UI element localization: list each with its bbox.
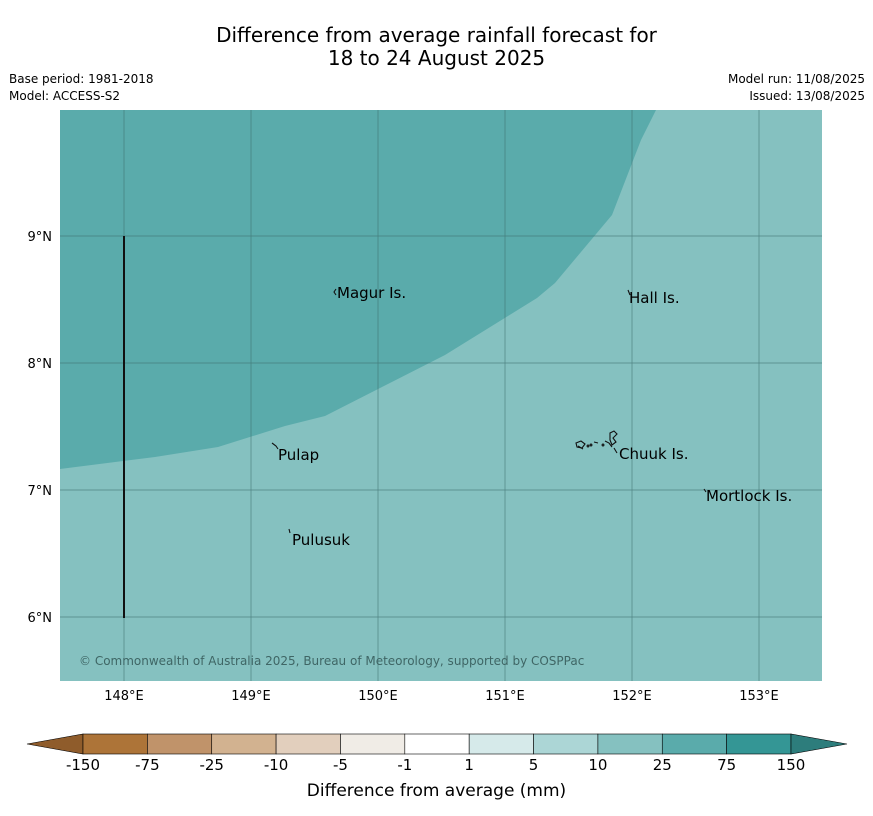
issued-text: Issued: 13/08/2025 bbox=[749, 89, 865, 103]
colorbar-swatch bbox=[404, 733, 470, 755]
colorbar-swatch bbox=[726, 733, 792, 755]
colorbar-swatch bbox=[147, 733, 213, 755]
place-label-magur: Magur Is. bbox=[337, 284, 406, 302]
model-text: Model: ACCESS-S2 bbox=[9, 89, 121, 103]
title-line-2: 18 to 24 August 2025 bbox=[327, 46, 546, 70]
chuuk-lagoon-shape bbox=[575, 430, 618, 454]
place-label-pulusuk: Pulusuk bbox=[292, 531, 350, 549]
pulusuk-island-shape bbox=[288, 528, 291, 534]
mortlock-island-shape bbox=[703, 488, 707, 493]
colorbar-swatch bbox=[468, 733, 534, 755]
copyright-credit: © Commonwealth of Australia 2025, Bureau… bbox=[79, 654, 584, 668]
lon-label-149: 149°E bbox=[231, 689, 271, 704]
lat-labels: 9°N 8°N 7°N 6°N bbox=[28, 230, 53, 626]
graticule bbox=[60, 110, 822, 681]
lat-label-7: 7°N bbox=[28, 484, 53, 499]
colorbar-swatch bbox=[275, 733, 341, 755]
title-line-1: Difference from average rainfall forecas… bbox=[216, 23, 657, 47]
place-label-hall: Hall Is. bbox=[629, 289, 680, 307]
lon-label-150: 150°E bbox=[358, 689, 398, 704]
colorbar-tick-label: 10 bbox=[588, 756, 608, 774]
colorbar-tick-label: -5 bbox=[332, 756, 348, 774]
colorbar-swatch bbox=[82, 733, 148, 755]
place-label-chuuk: Chuuk Is. bbox=[619, 445, 688, 463]
colorbar-over-arrow bbox=[790, 733, 848, 755]
colorbar-tick-label: -10 bbox=[263, 756, 289, 774]
colorbar-tick-label: -150 bbox=[65, 756, 101, 774]
colorbar-tick-label: 1 bbox=[464, 756, 474, 774]
magur-island-shape bbox=[333, 288, 337, 296]
colorbar-tick-label: 5 bbox=[528, 756, 539, 774]
lat-label-9: 9°N bbox=[28, 230, 53, 245]
colorbar-under-arrow bbox=[26, 733, 84, 755]
base-period-text: Base period: 1981-2018 bbox=[9, 72, 154, 86]
lon-label-151: 151°E bbox=[485, 689, 525, 704]
map-zone-25-75 bbox=[60, 110, 656, 469]
island-outlines bbox=[271, 288, 707, 534]
lat-label-6: 6°N bbox=[28, 611, 53, 626]
place-label-pulap: Pulap bbox=[278, 446, 319, 464]
colorbar-tick-label: 25 bbox=[652, 756, 672, 774]
colorbar-tick-label: -75 bbox=[135, 756, 160, 774]
lon-label-153: 153°E bbox=[739, 689, 779, 704]
colorbar-boxes bbox=[26, 733, 848, 755]
lon-label-148: 148°E bbox=[104, 689, 144, 704]
place-labels: Magur Is. Hall Is. Pulap Chuuk Is. Mortl… bbox=[278, 284, 792, 549]
colorbar-swatch bbox=[533, 733, 599, 755]
colorbar-tick-label: 150 bbox=[776, 756, 806, 774]
colorbar-swatch bbox=[661, 733, 727, 755]
pulap-island-shape bbox=[271, 442, 279, 450]
colorbar-tick-label: -1 bbox=[397, 756, 413, 774]
colorbar-swatch bbox=[211, 733, 277, 755]
lon-label-152: 152°E bbox=[612, 689, 652, 704]
model-run-text: Model run: 11/08/2025 bbox=[727, 72, 865, 86]
colorbar-tick-label: -25 bbox=[199, 756, 224, 774]
colorbar-label: Difference from average (mm) bbox=[306, 781, 567, 801]
hall-island-shape bbox=[627, 289, 631, 296]
colorbar-tick-label: 75 bbox=[717, 756, 737, 774]
colorbar-swatch bbox=[340, 733, 406, 755]
colorbar-swatch bbox=[597, 733, 663, 755]
lat-label-8: 8°N bbox=[28, 357, 53, 372]
place-label-mortlock: Mortlock Is. bbox=[706, 487, 792, 505]
lon-labels: 148°E 149°E 150°E 151°E 152°E 153°E bbox=[104, 689, 779, 704]
